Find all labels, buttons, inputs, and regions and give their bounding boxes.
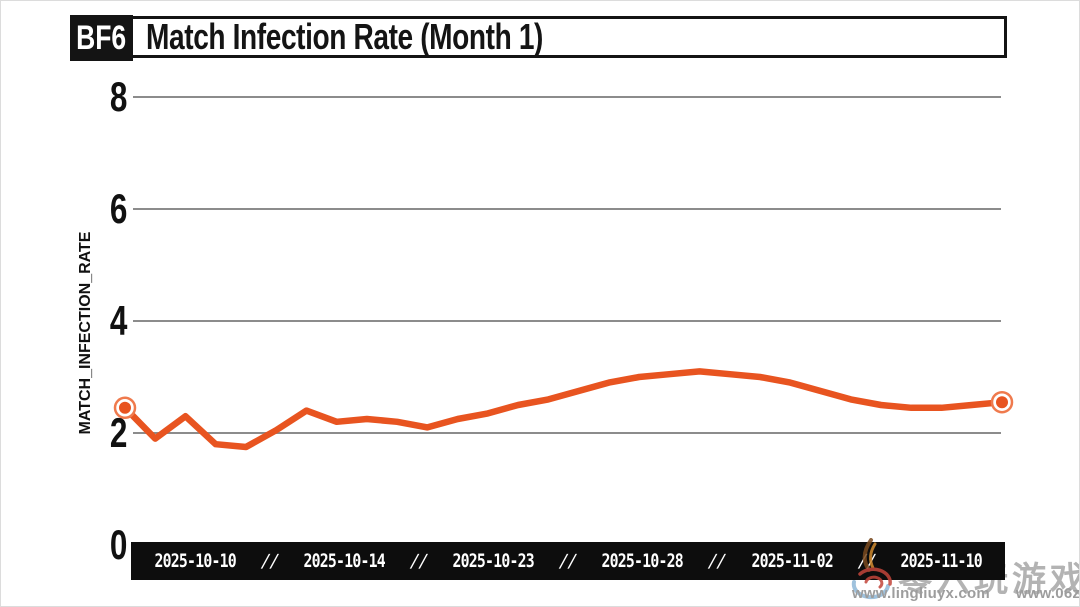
y-tick-label: 0 — [0, 519, 127, 571]
endpoint-marker-dot — [119, 401, 131, 414]
chart-title-label: Match Infection Rate (Month 1) — [146, 16, 544, 57]
y-tick-label: 4 — [0, 295, 127, 347]
x-tick-label: 2025-11-10 — [900, 550, 982, 572]
y-tick-label: 8 — [0, 71, 127, 123]
y-tick-value: 2 — [109, 409, 127, 456]
x-tick-separator: // — [408, 550, 430, 572]
watermark-urls: www.lingliuyx.com www.06zyx.com — [852, 585, 1080, 602]
y-tick-label: 2 — [0, 407, 127, 459]
y-tick-value: 6 — [109, 185, 127, 232]
watermark-url-left: www.lingliuyx.com — [852, 585, 990, 602]
y-tick-value: 8 — [109, 73, 127, 120]
x-tick-label: 2025-10-28 — [601, 550, 684, 572]
bf6-badge: BF6 — [70, 15, 133, 61]
x-tick-label: 2025-10-23 — [452, 550, 535, 572]
watermark-logo-icon — [851, 538, 892, 600]
chart-title-bar: BF6 Match Infection Rate (Month 1) — [70, 15, 1007, 61]
x-tick-separator: // — [258, 550, 280, 572]
x-tick-label: 2025-10-10 — [154, 550, 236, 572]
chart-title: Match Infection Rate (Month 1) — [133, 16, 655, 57]
x-tick-separator: // — [557, 550, 579, 572]
y-tick-label: 6 — [0, 183, 127, 235]
y-axis-title: MATCH_INFECTION_RATE — [77, 231, 94, 435]
x-tick-separator: // — [706, 550, 728, 572]
watermark-url-right: www.06zyx.com — [1015, 585, 1080, 602]
x-tick-label: 2025-11-02 — [751, 550, 833, 572]
bf6-badge-label: BF6 — [76, 18, 127, 57]
y-tick-value: 0 — [109, 521, 127, 568]
infection-rate-line — [121, 368, 1006, 451]
endpoint-marker-dot — [996, 396, 1008, 409]
x-tick-label: 2025-10-14 — [303, 550, 385, 572]
y-tick-value: 4 — [109, 297, 127, 344]
